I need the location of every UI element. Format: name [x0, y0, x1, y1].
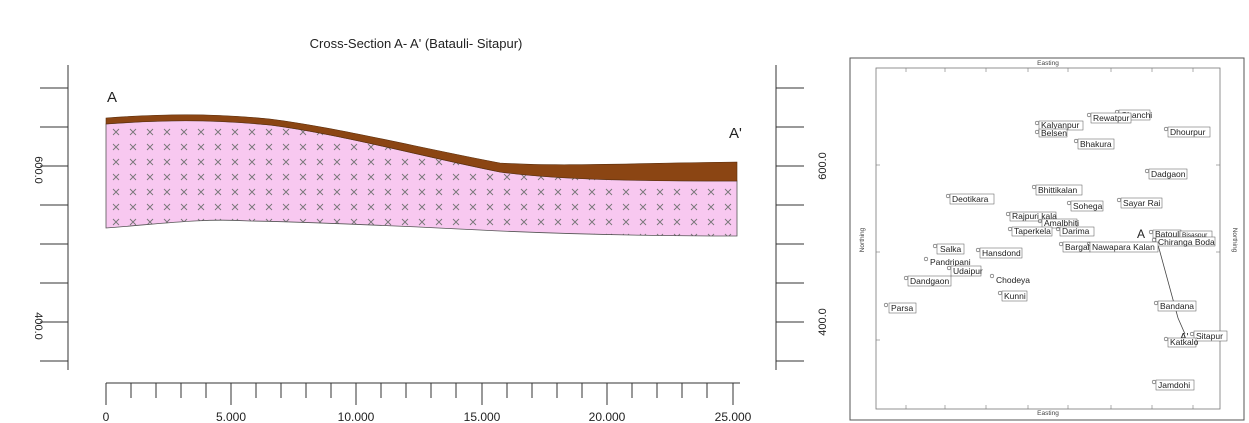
place-bandana: Bandana — [1153, 300, 1197, 312]
left-axis: 600.0 400.0 — [32, 65, 69, 370]
place-bargal: Bargal — [1058, 241, 1091, 253]
place-bhakura: Bhakura — [1073, 138, 1115, 150]
place-udaipur: Udaipur — [946, 265, 983, 277]
left-y-tick-label: 600.0 — [32, 156, 44, 184]
place-label: Bisaspur — [1182, 232, 1208, 239]
place-label: Batouli — [1155, 229, 1181, 239]
place-jamdohi: Jamdohi — [1151, 379, 1195, 391]
right-axis: 600.0 400.0 — [775, 65, 829, 370]
place-hansdond: Hansdond — [975, 247, 1023, 259]
map-section-start: A — [1137, 227, 1145, 241]
place-label: Taperkela — [1014, 226, 1051, 236]
place-label: Kunni — [1004, 291, 1026, 301]
place-label: Rewatpur — [1093, 113, 1130, 123]
place-label: Bhakura — [1080, 139, 1112, 149]
place-label: Chiranga Boda — [1158, 237, 1215, 247]
x-tick-label: 15.000 — [464, 410, 501, 423]
place-label: Belsen — [1041, 128, 1067, 138]
place-label: Udaipur — [953, 266, 983, 276]
place-taperkela: Taperkela — [1007, 226, 1053, 237]
place-sayar-rai: Sayar Rai — [1116, 197, 1163, 209]
x-tick-label: 25.000 — [715, 410, 752, 423]
map-frame-ticks — [876, 68, 1220, 409]
place-salka: Salka — [932, 243, 965, 255]
place-deotikara: Deotikara — [945, 193, 995, 205]
place-chiranga-boda: Chiranga Boda — [1151, 236, 1216, 247]
place-label: Parsa — [891, 303, 913, 313]
place-kunni: Kunni — [997, 290, 1028, 302]
place-label: Salka — [940, 244, 962, 254]
place-label: Kalyanpur — [1041, 120, 1079, 130]
place-rajpuri-kala: Rajpuri kala — [1005, 211, 1057, 222]
place-label: Hansdond — [982, 248, 1021, 258]
x-tick-label: 10.000 — [338, 410, 375, 423]
right-y-tick-label: 600.0 — [817, 152, 829, 180]
place-label: Katkalo — [1170, 337, 1199, 347]
place-chodeya: Chodeya — [989, 273, 1030, 285]
place-label: Deotikara — [952, 194, 989, 204]
place-darima: Darima — [1055, 226, 1095, 237]
place-dandgaon: Dandgaon — [903, 275, 952, 287]
place-label: Pandripani — [930, 257, 971, 267]
map-axis-bottom: Easting — [1037, 410, 1059, 417]
place-label: Dhourpur — [1170, 127, 1206, 137]
place-label: Chodeya — [996, 275, 1030, 285]
top-layer — [105, 114, 738, 182]
place-label: Bargal — [1065, 242, 1090, 252]
place-label: Darima — [1062, 226, 1090, 236]
place-label: Jamdohi — [1158, 380, 1190, 390]
place-label: Sayar Rai — [1123, 198, 1160, 208]
place-nawapara-kalan: Nawapara Kalan — [1086, 241, 1159, 253]
place-parsa: Parsa — [883, 302, 917, 314]
place-dadgaon: Dadgaon — [1144, 168, 1188, 180]
map-axis-top: Easting — [1037, 60, 1059, 67]
place-pandripani: Pandripani — [923, 256, 971, 267]
place-sitapur: Sitapur — [1189, 330, 1228, 342]
place-label: Nawapara Kalan — [1092, 242, 1155, 252]
right-y-tick-label: 400.0 — [817, 308, 829, 336]
cross-section-title: Cross-Section A- A' (Batauli- Sitapur) — [310, 36, 523, 51]
x-tick-label: 20.000 — [589, 410, 626, 423]
place-label: Rajpuri kala — [1012, 211, 1057, 221]
place-label: Chanchi — [1121, 110, 1152, 120]
map-section-end: A' — [1180, 332, 1189, 343]
cross-section-panel: Cross-Section A- A' (Batauli- Sitapur) 6… — [32, 36, 829, 423]
left-y-tick-label: 400.0 — [32, 312, 44, 340]
place-label: Amalbhiti — [1044, 218, 1079, 228]
section-start-label: A — [107, 89, 117, 106]
map-axis-left: Northing — [859, 227, 866, 252]
place-dhourpur: Dhourpur — [1163, 126, 1211, 138]
place-sohega: Sohega — [1066, 200, 1104, 212]
x-tick-label: 5.000 — [216, 410, 246, 423]
place-label: Dadgaon — [1151, 169, 1186, 179]
place-label: Sohega — [1073, 201, 1103, 211]
place-markers: Chanchi Rewatpur Kalyanpur Belsen Dhourp… — [883, 109, 1228, 391]
bottom-axis: 0 5.000 10.000 15.000 20.000 25.000 — [103, 382, 752, 423]
place-label: Sitapur — [1196, 331, 1223, 341]
section-end-label: A' — [729, 125, 742, 142]
place-label: Dandgaon — [910, 276, 950, 286]
place-label: Bhittikalan — [1038, 185, 1077, 195]
location-map: Easting Easting Northing Northing A A' C… — [849, 57, 1245, 421]
place-rewatpur: Rewatpur — [1086, 112, 1132, 124]
x-tick-label: 0 — [103, 410, 110, 423]
place-bhittikalan: Bhittikalan — [1031, 184, 1083, 196]
place-katkalo: Katkalo — [1163, 336, 1199, 348]
place-label: Bandana — [1160, 301, 1194, 311]
map-axis-right: Northing — [1231, 228, 1238, 253]
place-belsen: Belsen — [1034, 128, 1067, 138]
